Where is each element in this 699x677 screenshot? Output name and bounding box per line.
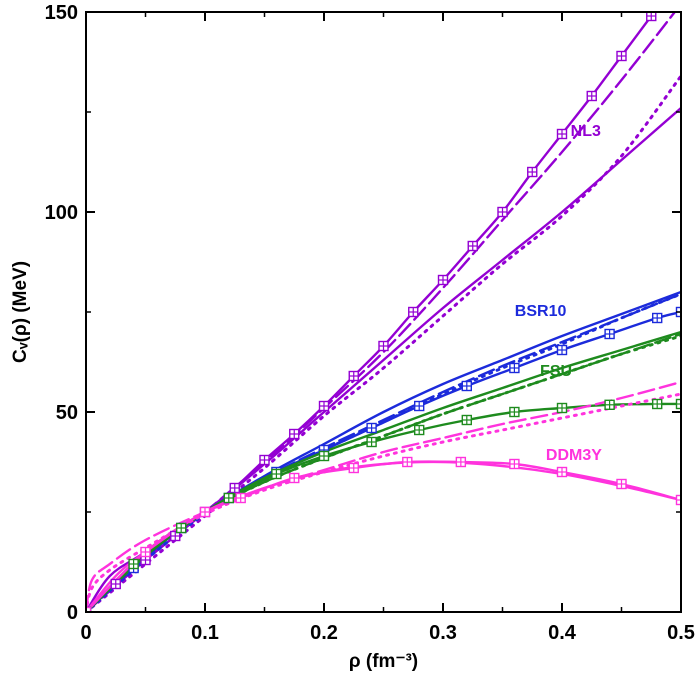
- data-marker-nl3-solid-marked-11: [408, 306, 419, 318]
- data-marker-bsr10-solid-marked-12: [652, 312, 663, 324]
- series-line-ddm3y-dotted: [86, 392, 681, 612]
- y-axis-title: Cᵥ(ρ) (MeV): [10, 261, 31, 363]
- data-marker-bsr10-solid-marked-11: [604, 328, 615, 340]
- data-marker-nl3-solid-marked-1: [110, 578, 121, 590]
- series-label-fsu: FSU: [540, 363, 572, 380]
- x-tick-label-1: 0.1: [191, 622, 219, 644]
- data-marker-fsu-solid-marked-13: [675, 398, 681, 410]
- data-marker-bsr10-solid-marked-10: [556, 344, 568, 356]
- data-marker-nl3-solid-marked-18: [616, 50, 627, 62]
- data-marker-fsu-solid-marked-8: [461, 414, 472, 426]
- data-marker-nl3-solid-marked-8: [318, 400, 330, 412]
- data-marker-fsu-solid-marked-12: [652, 398, 663, 410]
- data-marker-fsu-solid-marked-4: [271, 468, 282, 480]
- marker-box: [86, 606, 92, 612]
- data-marker-fsu-solid-marked-3: [223, 492, 235, 504]
- data-marker-nl3-solid-marked-12: [437, 274, 449, 286]
- data-marker-fsu-solid-marked-7: [414, 424, 425, 436]
- data-marker-nl3-solid-marked-10: [378, 340, 389, 352]
- data-marker-nl3-solid-marked-15: [527, 166, 538, 178]
- data-marker-bsr10-solid-marked-7: [414, 400, 425, 412]
- data-marker-ddm3y-solid-marked-8: [509, 458, 520, 470]
- data-marker-nl3-solid-marked-6: [259, 454, 270, 466]
- y-tick-label-1: 50: [56, 402, 78, 424]
- series-line-bsr10-dotted: [86, 292, 681, 612]
- y-tick-label-0: 0: [67, 602, 78, 624]
- data-marker-ddm3y-solid-marked-3: [235, 492, 246, 504]
- x-tick-label-2: 0.2: [310, 622, 338, 644]
- data-marker-nl3-solid-marked-7: [289, 428, 300, 440]
- data-marker-ddm3y-solid-marked-7: [455, 456, 467, 468]
- data-marker-ddm3y-solid-marked-6: [402, 456, 413, 468]
- data-marker-fsu-solid-marked-5: [318, 450, 330, 462]
- series-line-nl3-dotted: [86, 74, 681, 612]
- data-marker-ddm3y-solid-marked-10: [616, 478, 627, 490]
- data-marker-ddm3y-solid-marked-0: [86, 606, 92, 612]
- data-marker-nl3-solid-marked-16: [556, 128, 568, 140]
- data-marker-nl3-solid-marked-13: [467, 240, 478, 252]
- series-label-bsr10: BSR10: [515, 303, 567, 320]
- y-tick-label-2: 100: [45, 202, 78, 224]
- tick-layer: 0 0.1 0.2 0.3 0.4 0.5 0 50 100 150: [45, 2, 695, 644]
- data-marker-bsr10-solid-marked-6: [366, 422, 377, 434]
- x-tick-label-5: 0.5: [667, 622, 695, 644]
- series-label-layer: NL3 BSR10 FSU DDM3Y: [515, 123, 602, 464]
- data-marker-ddm3y-solid-marked-11: [675, 494, 681, 506]
- data-marker-ddm3y-solid-marked-9: [556, 466, 568, 478]
- data-marker-nl3-solid-marked-14: [497, 206, 508, 218]
- x-tick-label-0: 0: [80, 622, 91, 644]
- data-marker-nl3-solid-marked-17: [586, 90, 597, 102]
- data-marker-fsu-solid-marked-11: [604, 399, 615, 410]
- data-marker-ddm3y-solid-marked-5: [348, 462, 359, 474]
- y-tick-label-3: 150: [45, 2, 78, 24]
- marker-layer: [86, 12, 681, 612]
- series-label-ddm3y: DDM3Y: [546, 447, 602, 464]
- data-marker-fsu-solid-marked-2: [175, 522, 187, 534]
- data-marker-ddm3y-solid-marked-1: [140, 546, 151, 558]
- series-line-bsr10-dashed: [86, 292, 681, 612]
- series-label-nl3: NL3: [571, 123, 601, 140]
- data-marker-ddm3y-solid-marked-4: [289, 472, 300, 484]
- data-marker-bsr10-solid-marked-8: [461, 380, 472, 392]
- data-marker-ddm3y-solid-marked-2: [199, 506, 211, 518]
- data-marker-bsr10-solid-marked-9: [509, 362, 520, 374]
- data-marker-nl3-solid-marked-9: [348, 370, 359, 382]
- x-axis-title: ρ (fm⁻³): [349, 651, 418, 672]
- data-marker-fsu-solid-marked-9: [509, 406, 520, 418]
- x-tick-label-3: 0.3: [429, 622, 457, 644]
- data-marker-fsu-solid-marked-6: [366, 436, 377, 448]
- data-marker-fsu-solid-marked-10: [556, 402, 568, 414]
- x-tick-label-4: 0.4: [548, 622, 577, 644]
- data-marker-nl3-solid-marked-3: [170, 530, 181, 542]
- data-marker-fsu-solid-marked-1: [128, 558, 139, 570]
- data-marker-nl3-solid-marked-5: [229, 482, 240, 494]
